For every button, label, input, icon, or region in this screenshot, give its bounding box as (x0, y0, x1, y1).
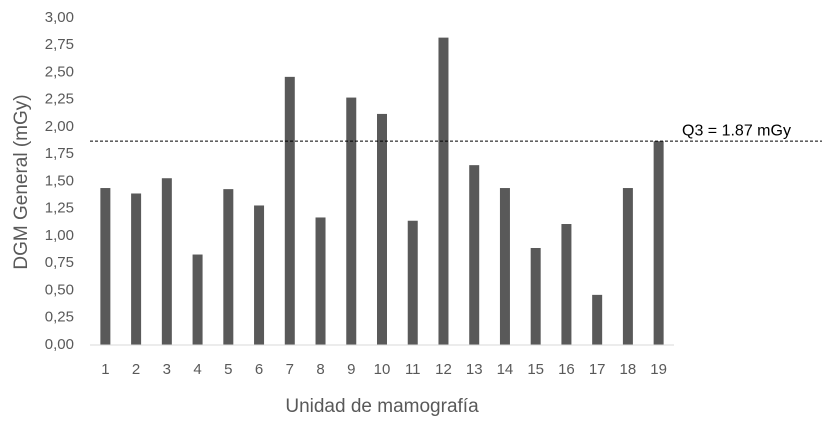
x-tick-label: 13 (466, 361, 483, 378)
x-tick-label: 1 (101, 361, 109, 378)
bar (499, 188, 510, 345)
y-tick-label: 0,00 (45, 336, 74, 353)
bar (284, 76, 295, 346)
bar (315, 217, 326, 345)
y-tick-label: 3,00 (45, 9, 74, 26)
x-tick-label: 19 (650, 361, 667, 378)
x-tick-label: 15 (527, 361, 544, 378)
bar (192, 254, 203, 345)
y-tick-label: 2,25 (45, 91, 74, 108)
bar (561, 224, 572, 345)
bar (346, 97, 357, 345)
reference-label: Q3 = 1.87 mGy (682, 122, 791, 139)
bar (161, 178, 172, 345)
x-tick-label: 12 (435, 361, 452, 378)
bar (223, 189, 234, 345)
x-tick-label: 18 (620, 361, 637, 378)
bar (131, 193, 142, 345)
y-tick-label: 0,75 (45, 254, 74, 271)
y-tick-label: 0,50 (45, 281, 74, 298)
bar (438, 37, 449, 346)
y-tick-label: 1,50 (45, 172, 74, 189)
bar (469, 165, 480, 345)
x-tick-label: 7 (286, 361, 294, 378)
y-tick-label: 1,75 (45, 145, 74, 162)
x-tick-label: 9 (347, 361, 355, 378)
x-tick-label: 6 (255, 361, 263, 378)
y-tick-label: 2,00 (45, 118, 74, 135)
bar (653, 141, 664, 345)
x-tick-label: 5 (224, 361, 232, 378)
y-tick-label: 0,25 (45, 309, 74, 326)
x-axis-title: Unidad de mamografía (285, 396, 479, 417)
x-tick-label: 2 (132, 361, 140, 378)
y-tick-label: 2,75 (45, 36, 74, 53)
y-axis-title: DGM General (mGy) (11, 94, 32, 269)
bar (592, 294, 603, 345)
x-tick-label: 8 (316, 361, 324, 378)
x-tick-label: 4 (193, 361, 201, 378)
x-tick-label: 3 (163, 361, 171, 378)
x-tick-label: 17 (589, 361, 606, 378)
y-tick-label: 1,00 (45, 227, 74, 244)
bar (530, 247, 541, 345)
x-tick-label: 14 (497, 361, 514, 378)
y-tick-label: 2,50 (45, 63, 74, 80)
x-tick-label: 11 (405, 361, 421, 378)
bar (254, 205, 265, 345)
x-tick-label: 16 (558, 361, 575, 378)
bar (377, 113, 387, 345)
bar (622, 188, 633, 345)
bar (407, 220, 418, 345)
y-tick-label: 1,25 (45, 200, 74, 217)
x-tick-label: 10 (374, 361, 391, 378)
bar (100, 188, 111, 345)
